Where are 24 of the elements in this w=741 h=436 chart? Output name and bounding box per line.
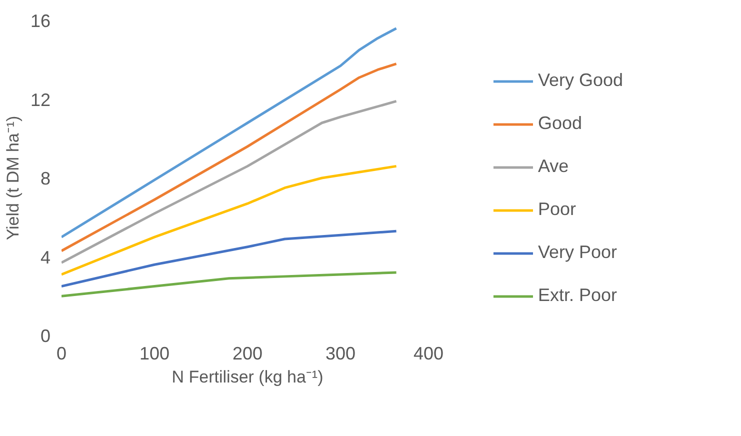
legend-label: Extr. Poor xyxy=(538,285,617,306)
line-series xyxy=(62,271,398,298)
legend-label: Very Poor xyxy=(538,242,618,263)
legend-label: Poor xyxy=(538,199,576,220)
x-tick-label: 0 xyxy=(56,344,67,364)
line-series xyxy=(62,164,398,276)
legend-label: Good xyxy=(538,113,582,134)
legend-label: Ave xyxy=(538,156,569,177)
y-tick-label: 4 xyxy=(40,247,51,268)
line-series xyxy=(62,100,398,264)
y-tick-label: 0 xyxy=(40,326,51,346)
line-series xyxy=(62,27,398,238)
x-tick-label: 100 xyxy=(139,344,170,364)
x-tick-label: 400 xyxy=(413,344,444,364)
x-tick-label: 300 xyxy=(325,344,356,364)
y-tick-label: 16 xyxy=(30,11,51,31)
legend-label: Very Good xyxy=(538,70,624,91)
y-axis-title: Yield (t DM ha⁻¹) xyxy=(3,116,22,240)
line-series xyxy=(62,230,398,288)
line-series xyxy=(62,62,398,252)
y-tick-label: 8 xyxy=(40,168,51,188)
x-tick-label: 200 xyxy=(232,344,263,364)
y-tick-label: 12 xyxy=(30,90,51,110)
x-axis-title: N Fertiliser (kg ha⁻¹) xyxy=(172,368,324,386)
